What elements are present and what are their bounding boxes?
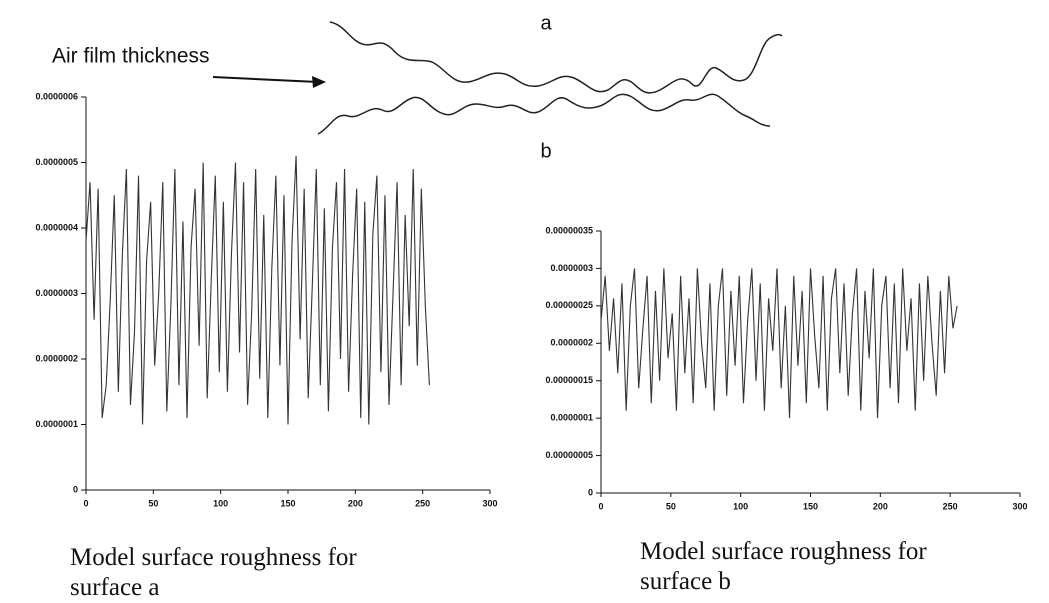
y-tick-label: 0.0000003 <box>550 263 593 273</box>
x-tick-label: 0 <box>598 501 603 511</box>
chart-caption: Model surface roughness for surface b <box>640 538 927 595</box>
x-tick-label: 300 <box>482 498 497 508</box>
chart-caption: Model surface roughness for surface a <box>70 544 357 601</box>
diagram-label: Air film thickness <box>52 45 210 68</box>
x-tick-label: 250 <box>415 498 430 508</box>
data-line <box>85 155 430 425</box>
x-tick-label: 200 <box>873 501 888 511</box>
x-tick-label: 150 <box>280 498 295 508</box>
surface-a-profile <box>329 21 783 94</box>
x-tick-label: 50 <box>148 498 158 508</box>
x-tick-label: 150 <box>803 501 818 511</box>
data-line <box>600 268 958 419</box>
arrow-head <box>312 76 326 88</box>
x-tick-label: 250 <box>943 501 958 511</box>
surface-b-profile <box>317 93 771 135</box>
y-tick-label: 0.0000002 <box>550 338 593 348</box>
y-tick-label: 0.0000001 <box>35 419 78 429</box>
y-tick-label: 0.0000003 <box>35 288 78 298</box>
surface-b-label: b <box>540 140 551 162</box>
x-tick-label: 100 <box>733 501 748 511</box>
y-tick-label: 0.0000002 <box>35 353 78 363</box>
y-tick-label: 0.00000025 <box>545 300 593 310</box>
surface-a-label: a <box>540 12 552 34</box>
x-tick-label: 300 <box>1012 501 1027 511</box>
y-tick-label: 0.0000001 <box>550 413 593 423</box>
x-tick-label: 50 <box>666 501 676 511</box>
y-tick-label: 0.00000005 <box>545 450 593 460</box>
y-tick-label: 0.00000015 <box>545 375 593 385</box>
y-tick-label: 0 <box>73 484 78 494</box>
y-tick-label: 0.0000005 <box>35 157 78 167</box>
y-tick-label: 0.00000035 <box>545 225 593 235</box>
x-tick-label: 100 <box>213 498 228 508</box>
x-tick-label: 200 <box>348 498 363 508</box>
y-tick-label: 0.0000004 <box>35 222 78 232</box>
y-tick-label: 0.0000006 <box>35 91 78 101</box>
arrow-shaft <box>212 76 319 83</box>
x-tick-label: 0 <box>83 498 88 508</box>
y-tick-label: 0 <box>588 487 593 497</box>
